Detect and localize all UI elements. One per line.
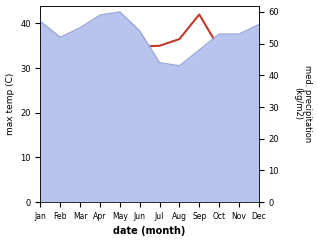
Y-axis label: med. precipitation
(kg/m2): med. precipitation (kg/m2): [293, 65, 313, 143]
X-axis label: date (month): date (month): [114, 227, 186, 236]
Y-axis label: max temp (C): max temp (C): [5, 73, 15, 135]
